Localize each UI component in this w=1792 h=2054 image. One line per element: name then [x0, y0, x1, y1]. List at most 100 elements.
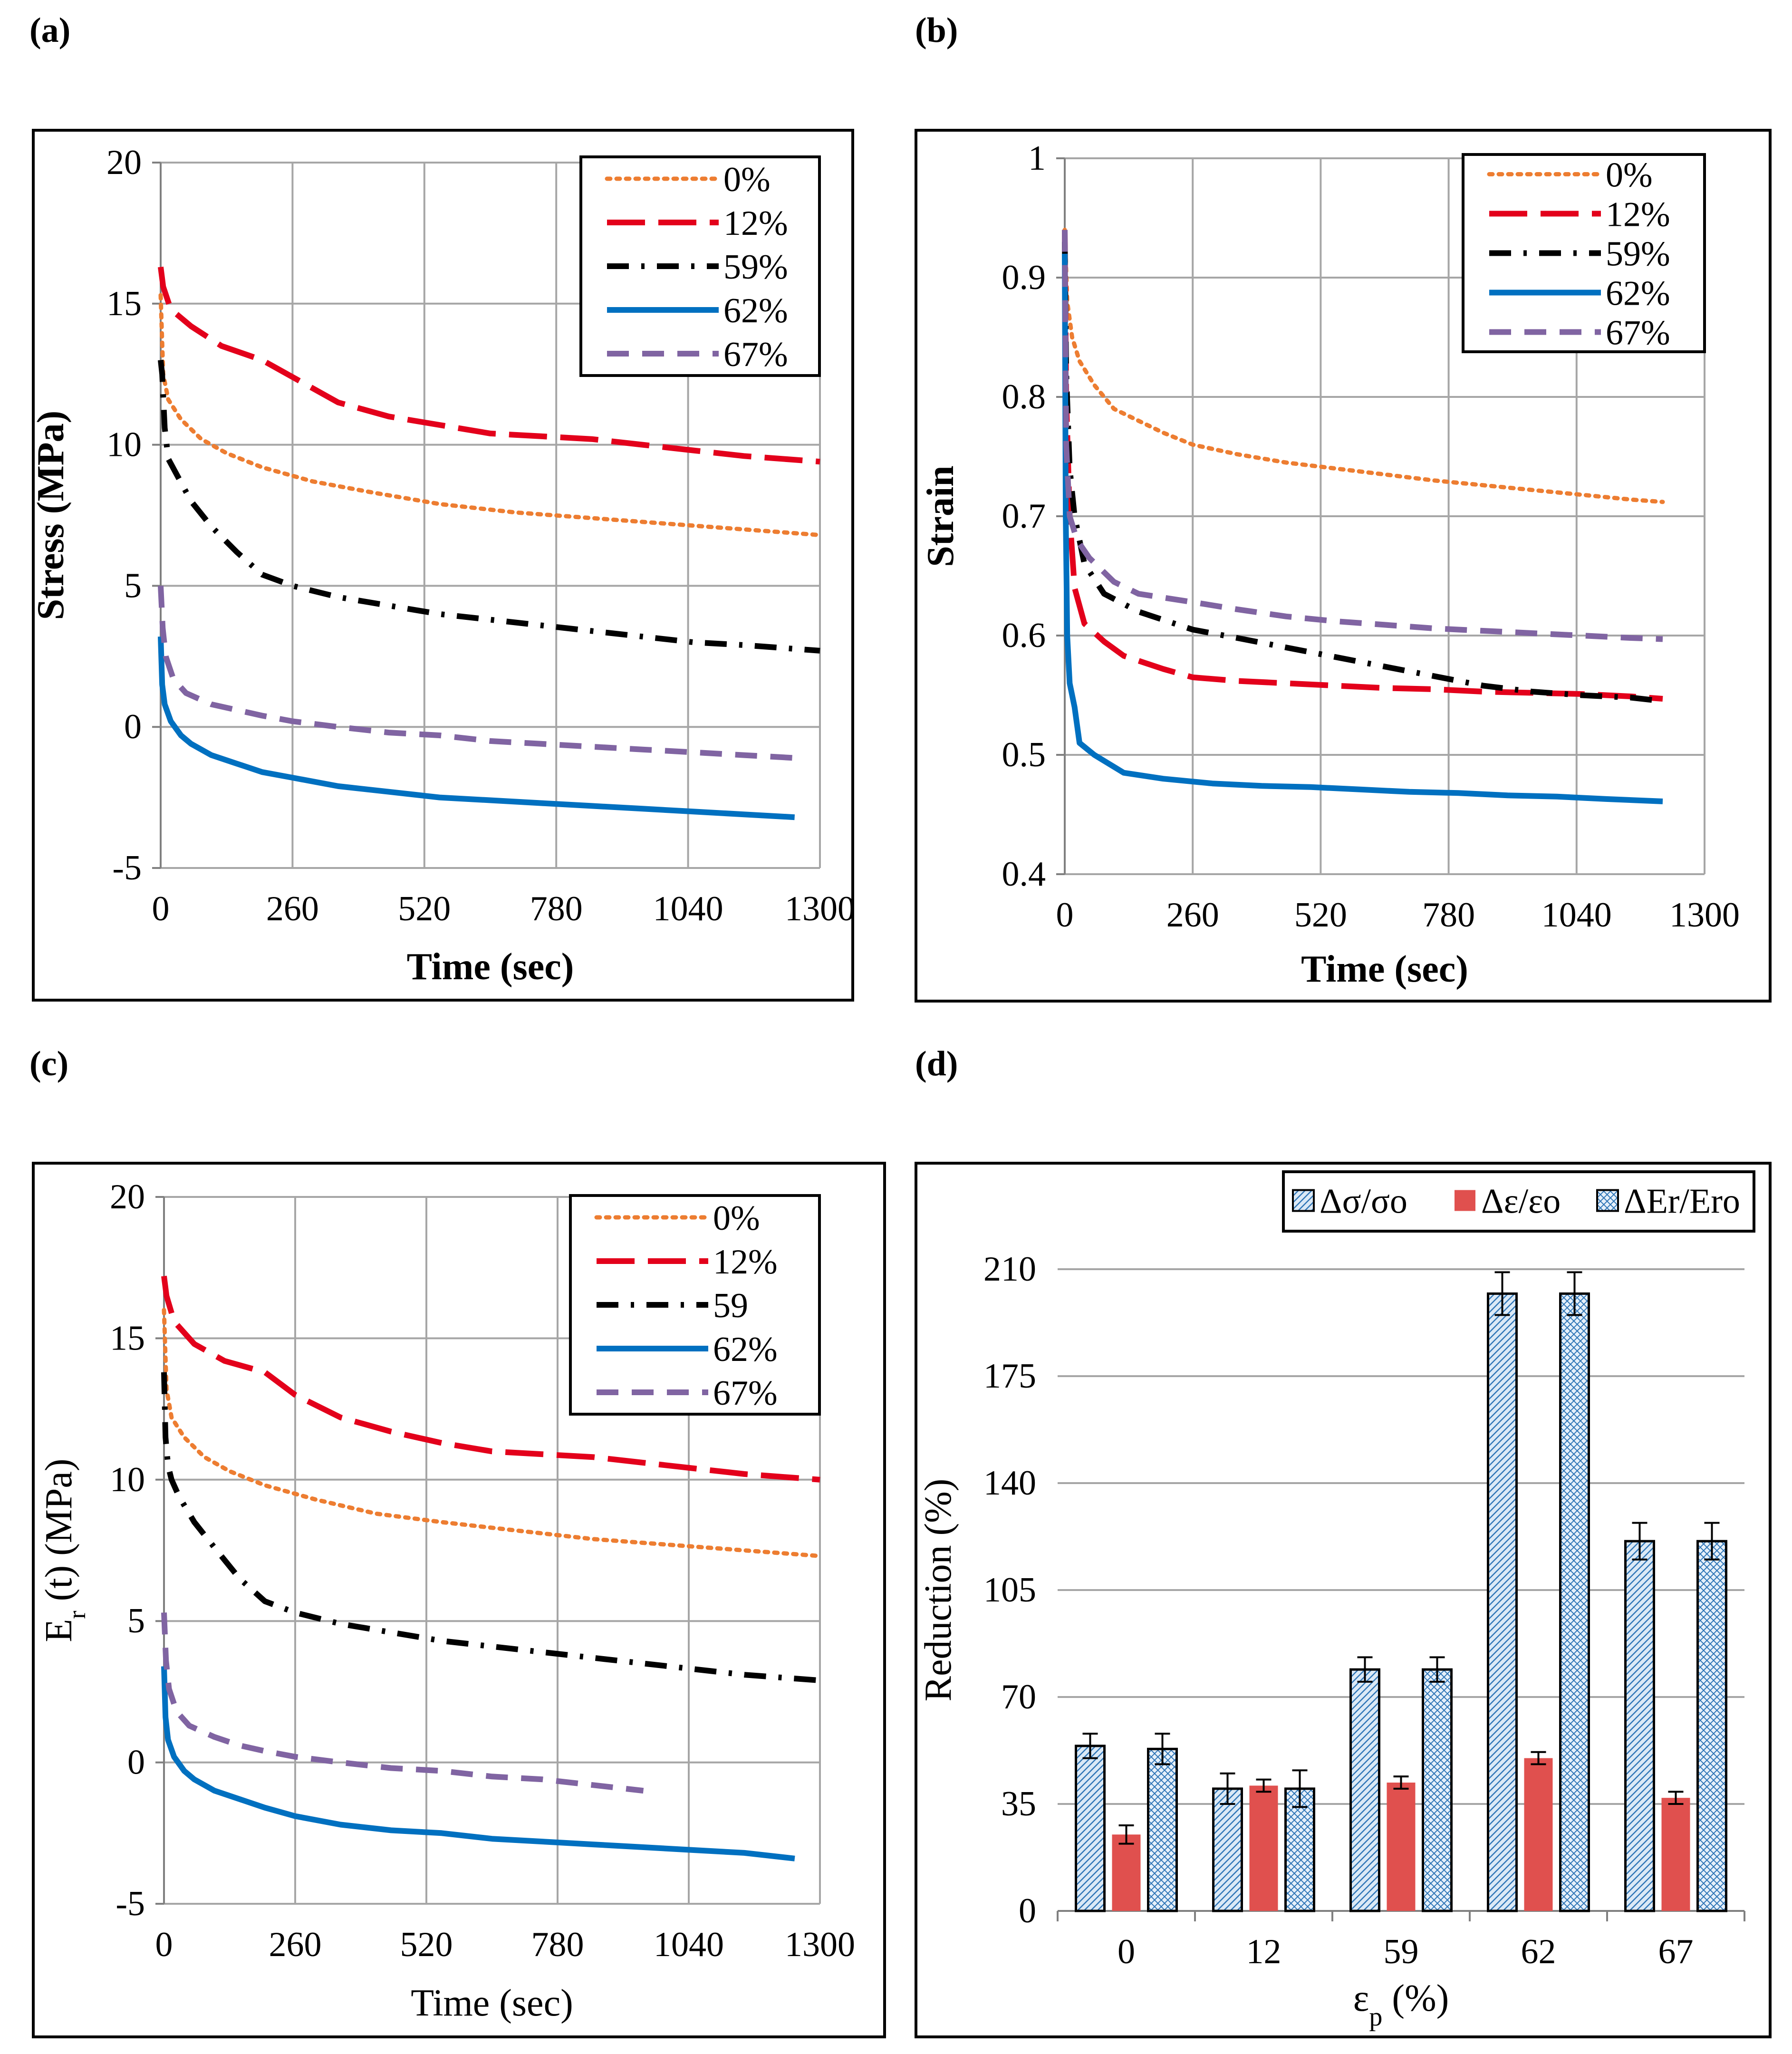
x-tick-label: 12 — [1246, 1932, 1281, 1971]
x-tick-label: 0 — [152, 889, 170, 928]
legend-label: 12% — [713, 1243, 778, 1282]
y-tick-label: 0 — [1019, 1891, 1036, 1930]
x-tick-label: 1040 — [653, 889, 723, 928]
bar-deps — [1249, 1785, 1278, 1911]
series-line-67 — [161, 1612, 644, 1794]
y-tick-label: 210 — [983, 1250, 1036, 1289]
x-tick-label: 0 — [155, 1925, 173, 1964]
legend-label: Δσ/σo — [1320, 1182, 1407, 1221]
x-tick-label: 67 — [1658, 1932, 1694, 1971]
legend-label: Δε/εo — [1481, 1182, 1561, 1221]
x-tick-label: 62 — [1521, 1932, 1556, 1971]
y-tick-label: 15 — [106, 284, 142, 323]
series-line-62 — [161, 1666, 795, 1861]
bar-dsigma — [1349, 1668, 1380, 1912]
panel-label: (c) — [29, 1044, 68, 1083]
y-tick-label: -5 — [116, 1884, 145, 1923]
bar-dsigma — [1212, 1787, 1243, 1912]
y-label-sub: r — [64, 1610, 91, 1619]
legend-label: 67% — [713, 1374, 778, 1413]
legend-swatch — [1455, 1190, 1475, 1211]
series-line-67 — [158, 586, 795, 761]
series-line-59 — [1062, 241, 1663, 704]
x-tick-label: 0 — [1056, 896, 1074, 935]
series-line-0 — [162, 1308, 822, 1558]
x-tick-label: 1040 — [654, 1925, 724, 1964]
series-line-62 — [158, 636, 795, 820]
legend-label: 0% — [713, 1199, 760, 1238]
legend: 0%12%59%62%67% — [1462, 153, 1706, 353]
legend-label: 12% — [723, 204, 788, 243]
y-tick-label: 1 — [1028, 139, 1046, 178]
bar-dsigma — [1075, 1745, 1106, 1912]
x-tick-label: 1040 — [1542, 896, 1612, 935]
bar-deps — [1387, 1783, 1416, 1911]
series-line-59 — [161, 1372, 820, 1684]
legend-swatch — [1292, 1189, 1315, 1212]
bar-dsigma — [1487, 1292, 1518, 1912]
x-tick-label: 0 — [1118, 1932, 1135, 1971]
y-tick-label: 105 — [983, 1571, 1036, 1610]
x-axis-label: εp (%) — [1353, 1977, 1449, 2032]
legend-label: 0% — [723, 160, 771, 199]
bar-der — [1696, 1540, 1727, 1912]
legend-label: ΔEr/Ero — [1624, 1182, 1740, 1221]
y-tick-label: 140 — [983, 1464, 1036, 1503]
y-tick-label: 35 — [1001, 1784, 1036, 1823]
x-tick-label: 59 — [1384, 1932, 1419, 1971]
panel-label: (d) — [915, 1044, 958, 1083]
bar-deps — [1524, 1758, 1553, 1911]
x-axis-label: Time (sec) — [407, 946, 574, 988]
series-line-59 — [158, 359, 820, 654]
bar-der — [1147, 1747, 1178, 1912]
y-label-rest: (t) (MPa) — [38, 1458, 80, 1610]
x-tick-label: 260 — [266, 889, 319, 928]
x-tick-label: 1300 — [1669, 896, 1740, 935]
y-tick-label: 20 — [110, 1177, 145, 1216]
series-line-12 — [161, 1275, 820, 1483]
legend-label: 62% — [723, 291, 788, 330]
series-line-0 — [1062, 228, 1665, 504]
y-tick-label: 0.6 — [1002, 616, 1046, 655]
panel-c: (c) 0 260 520 780 1040 1300 20 15 10 5 0 -5 Time (sec… — [29, 1044, 886, 2038]
y-tick-label: 0 — [124, 707, 142, 746]
legend-box — [1282, 1170, 1755, 1233]
panel-label: (a) — [29, 11, 70, 50]
panel-label: (b) — [915, 11, 958, 50]
y-tick-label: 0 — [127, 1743, 145, 1782]
series-line-12 — [158, 266, 820, 465]
y-tick-label: 15 — [110, 1319, 145, 1358]
x-tick-label: 780 — [531, 1925, 584, 1964]
y-tick-label: 20 — [106, 143, 142, 182]
legend: 0%12%59%62%67% — [579, 155, 821, 377]
bar-deps — [1112, 1834, 1141, 1911]
y-axis-label: Stress (MPa) — [30, 411, 72, 620]
x-axis-label: Time (sec) — [1301, 948, 1468, 990]
legend: 0% 12% 59 62% 67% — [569, 1194, 821, 1416]
x-axis-label: Time (sec) — [411, 1982, 573, 2024]
x-tick-label: 520 — [1294, 896, 1347, 935]
series-line-62 — [1062, 253, 1663, 804]
y-tick-label: -5 — [112, 849, 142, 887]
bar-der — [1422, 1668, 1453, 1912]
x-label-part: (%) — [1382, 1977, 1449, 2019]
legend-label: 12% — [1606, 195, 1670, 234]
legend-label: 0% — [1606, 156, 1653, 195]
x-tick-label: 260 — [1166, 896, 1219, 935]
x-tick-label: 520 — [400, 1925, 453, 1964]
panel-a: (a) 0 260 520 780 1040 1300 20 15 10 5 0 -5 Time (sec… — [29, 11, 855, 1002]
panel-b: (b) 0 260 520 780 1040 1300 1 0.9 0.8 0.7 0.6 0.5 0.4… — [915, 11, 1772, 1003]
y-axis-label: Strain — [920, 465, 962, 567]
x-label-part: p — [1369, 2002, 1382, 2032]
y-tick-label: 0.5 — [1002, 735, 1046, 774]
bar-dsigma — [1624, 1540, 1655, 1912]
y-tick-label: 0.8 — [1002, 377, 1046, 416]
y-axis-label: Er (t) (MPa) — [38, 1458, 91, 1642]
y-tick-label: 5 — [124, 566, 142, 605]
series-line-0 — [158, 293, 822, 538]
legend: Δσ/σo Δε/εo ΔEr/Ero — [1282, 1170, 1755, 1233]
x-tick-label: 780 — [530, 889, 583, 928]
bar-der — [1559, 1292, 1590, 1912]
x-tick-label: 780 — [1422, 896, 1475, 935]
